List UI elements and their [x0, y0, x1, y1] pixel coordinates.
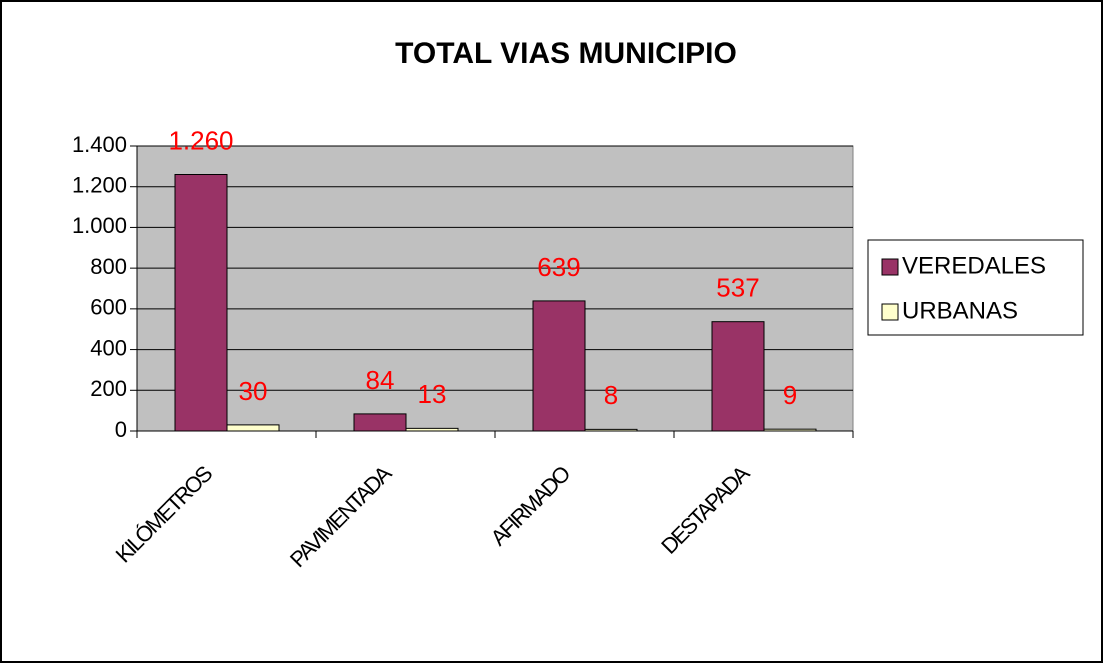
bar [353, 413, 407, 432]
bar [405, 427, 459, 432]
data-label: 1.260 [168, 125, 233, 155]
y-tick-label: 1.000 [72, 213, 127, 238]
data-label: 9 [783, 380, 797, 410]
bar [763, 428, 817, 432]
y-tick-label: 800 [90, 254, 127, 279]
data-label: 537 [716, 273, 759, 303]
bar [174, 174, 228, 432]
y-tick-label: 400 [90, 335, 127, 360]
y-tick-label: 600 [90, 295, 127, 320]
bar [584, 428, 638, 432]
legend-box [867, 239, 1084, 336]
y-tick-label: 200 [90, 376, 127, 401]
legend-label: URBANAS [902, 297, 1018, 324]
data-label: 13 [418, 379, 447, 409]
y-tick-label: 1.400 [72, 132, 127, 157]
legend-swatch [881, 258, 899, 276]
chart-title: TOTAL VIAS MUNICIPIO [395, 37, 737, 70]
data-label: 84 [366, 365, 395, 395]
data-label: 30 [239, 376, 268, 406]
legend-label: VEREDALES [902, 252, 1046, 279]
y-tick-label: 0 [115, 417, 127, 442]
data-label: 639 [537, 252, 580, 282]
y-tick-label: 1.200 [72, 173, 127, 198]
bar [711, 321, 765, 432]
legend-swatch [881, 303, 899, 321]
data-label: 8 [604, 380, 618, 410]
bar [226, 424, 280, 432]
bar [532, 300, 586, 432]
